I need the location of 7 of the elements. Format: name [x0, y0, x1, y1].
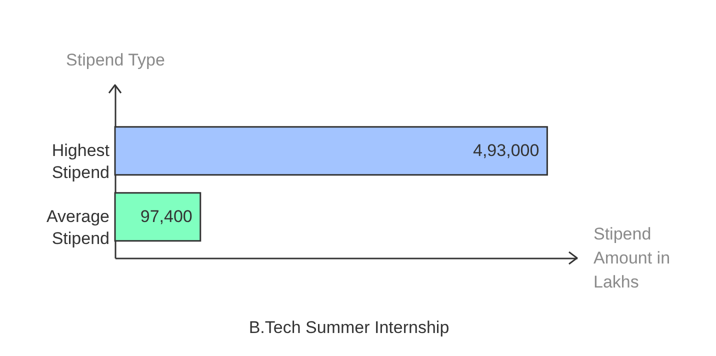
y-tick-label: Average Stipend [46, 206, 110, 248]
data-label: 4,93,000 [473, 140, 540, 160]
x-axis-title: Stipend Amount in Lakhs [594, 224, 670, 292]
data-label: 97,400 [140, 206, 192, 226]
text: B.Tech Summer Internship [248, 318, 450, 337]
y-axis-title: Stipend Type [66, 50, 165, 70]
y-tick-label: Highest Stipend [52, 140, 110, 182]
